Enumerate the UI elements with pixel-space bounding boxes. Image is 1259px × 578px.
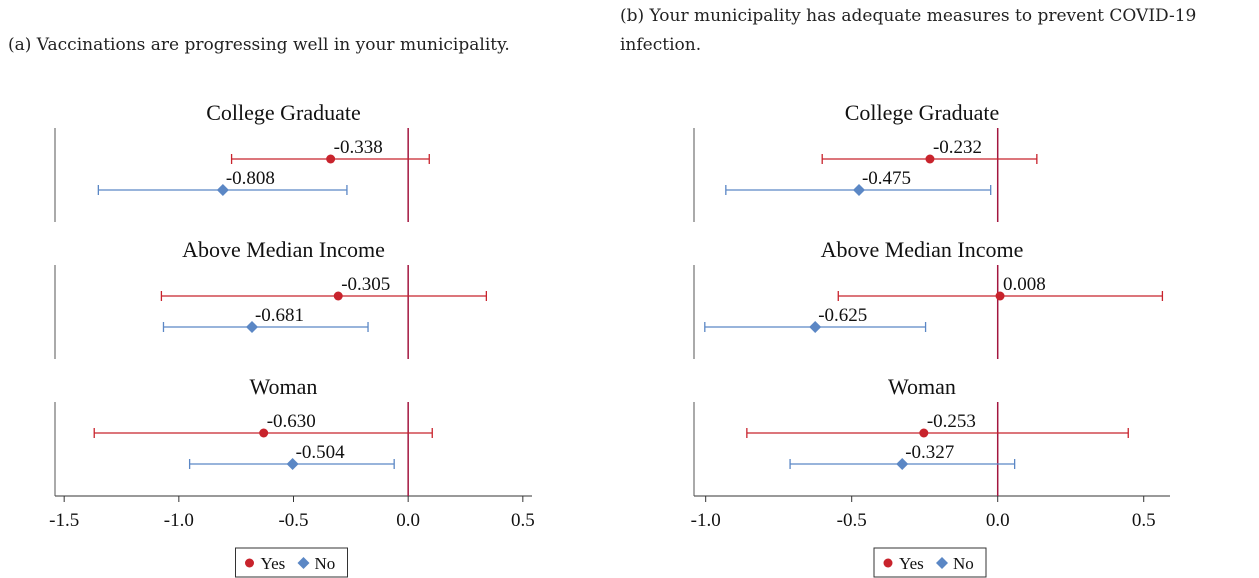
point-estimate [333,291,343,301]
panel-title: College Graduate [206,100,361,125]
x-tick-label: 0.5 [1132,510,1156,531]
data-label: -0.305 [341,274,390,295]
chart-title: (a) Vaccinations are progressing well in… [8,35,510,55]
x-tick-label: -1.0 [691,510,721,531]
panel-title: College Graduate [845,100,1000,125]
legend-label: Yes [261,554,286,573]
x-tick-label: -0.5 [278,510,308,531]
x-tick-label: -1.0 [164,510,194,531]
point-estimate [896,458,909,470]
point-estimate [326,154,336,164]
legend-box [873,547,987,578]
legend-label: Yes [899,554,924,573]
point-estimate [245,321,258,333]
chart-title: (b) Your municipality has adequate measu… [620,6,1197,55]
point-estimate [286,458,299,470]
point-estimate [216,184,229,196]
point-estimate [809,321,822,333]
data-label: -0.630 [267,411,316,432]
point-estimate [925,154,935,164]
panel-title: Woman [250,374,318,399]
data-label: -0.232 [933,137,982,158]
legend-box [235,547,348,578]
point-estimate [995,291,1005,301]
data-label: -0.327 [905,442,954,463]
data-label: -0.338 [334,137,383,158]
data-label: -0.681 [255,305,304,326]
panel-title: Above Median Income [821,237,1024,262]
data-label: -0.475 [862,168,911,189]
legend-marker [245,558,254,568]
legend-marker [936,557,948,569]
point-estimate [259,428,269,438]
panel-title: Woman [888,374,956,399]
panel-title: Above Median Income [182,237,385,262]
data-label: 0.008 [1003,274,1046,295]
data-label: -0.253 [927,411,976,432]
x-tick-label: 0.0 [396,510,420,531]
point-estimate [919,428,929,438]
legend-label: No [953,554,974,573]
data-label: -0.504 [296,442,346,463]
data-label: -0.625 [818,305,867,326]
point-estimate [852,184,865,196]
legend-label: No [315,554,336,573]
x-tick-label: -1.5 [49,510,79,531]
x-tick-label: 0.0 [986,510,1010,531]
legend-marker [883,558,893,568]
legend-marker [297,557,310,569]
x-tick-label: 0.5 [511,510,535,531]
x-tick-label: -0.5 [837,510,867,531]
data-label: -0.808 [226,168,275,189]
